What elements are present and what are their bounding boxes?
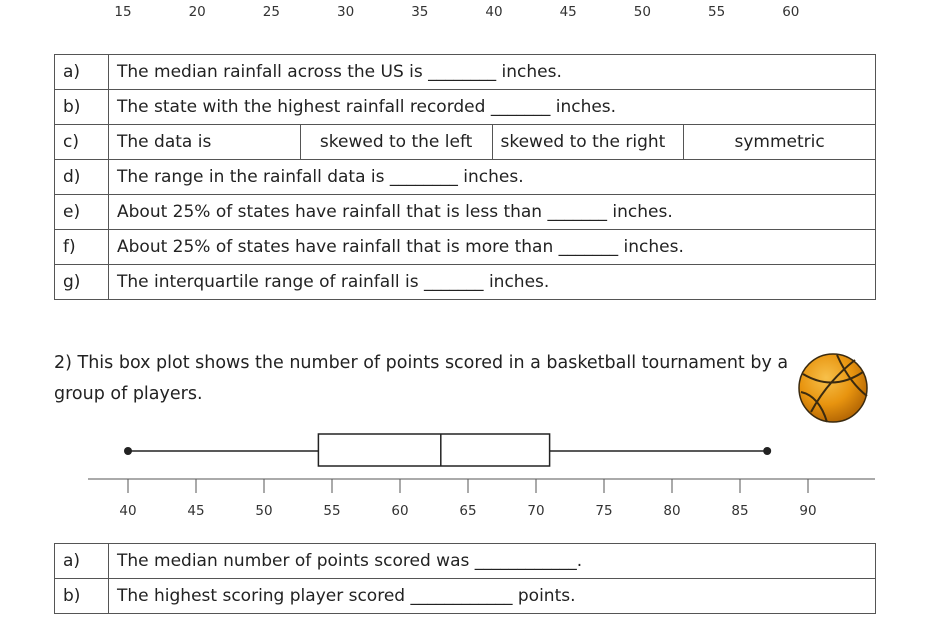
tick-label: 80 bbox=[663, 503, 680, 519]
tick-label: 55 bbox=[708, 4, 726, 20]
row-question: About 25% of states have rainfall that i… bbox=[108, 229, 876, 265]
row-letter: c) bbox=[54, 124, 109, 160]
row-question: The range in the rainfall data is ______… bbox=[108, 159, 876, 195]
tick-label: 35 bbox=[411, 4, 429, 20]
tick-label: 90 bbox=[799, 503, 816, 519]
tick-label: 50 bbox=[255, 503, 272, 519]
row-question: About 25% of states have rainfall that i… bbox=[108, 194, 876, 230]
tick-label: 40 bbox=[119, 503, 136, 519]
tick-label: 20 bbox=[188, 4, 206, 20]
row-question: The state with the highest rainfall reco… bbox=[108, 89, 876, 125]
rainfall-questions-table: a) The median rainfall across the US is … bbox=[54, 54, 876, 300]
row-question: The highest scoring player scored ______… bbox=[108, 578, 876, 614]
tick-label: 65 bbox=[459, 503, 476, 519]
points-box-plot: 40 45 50 55 60 65 70 75 80 85 90 bbox=[88, 433, 875, 519]
tick-label: 50 bbox=[633, 4, 651, 20]
minimum-point bbox=[124, 447, 132, 455]
table-row: b) The highest scoring player scored ___… bbox=[54, 578, 876, 614]
question-2-text: 2) This box plot shows the number of poi… bbox=[54, 348, 794, 410]
option-skewed-right[interactable]: skewed to the right bbox=[491, 124, 685, 160]
tick-label: 40 bbox=[485, 4, 503, 20]
tick-label: 25 bbox=[262, 4, 280, 20]
option-symmetric[interactable]: symmetric bbox=[683, 124, 876, 160]
row-question: The interquartile range of rainfall is _… bbox=[108, 264, 876, 300]
row-letter: g) bbox=[54, 264, 109, 300]
tick-label: 45 bbox=[187, 503, 204, 519]
row-letter: a) bbox=[54, 54, 109, 90]
tick-label: 75 bbox=[595, 503, 612, 519]
table-row: d) The range in the rainfall data is ___… bbox=[54, 159, 876, 195]
row-letter: d) bbox=[54, 159, 109, 195]
table-row: a) The median number of points scored wa… bbox=[54, 543, 876, 579]
option-skewed-left[interactable]: skewed to the left bbox=[299, 124, 493, 160]
row-question: The median number of points scored was _… bbox=[108, 543, 876, 579]
question-2-line-2: group of players. bbox=[54, 384, 203, 404]
table-row: f) About 25% of states have rainfall tha… bbox=[54, 229, 876, 265]
row-question: The data is bbox=[108, 124, 301, 160]
tick-label: 30 bbox=[337, 4, 355, 20]
tick-label: 70 bbox=[527, 503, 544, 519]
rainfall-axis: 15 20 25 30 35 40 45 50 55 60 bbox=[0, 0, 930, 30]
table-row: a) The median rainfall across the US is … bbox=[54, 54, 876, 90]
tick-label: 60 bbox=[391, 503, 408, 519]
table-row: b) The state with the highest rainfall r… bbox=[54, 89, 876, 125]
row-question: The median rainfall across the US is ___… bbox=[108, 54, 876, 90]
points-questions-table: a) The median number of points scored wa… bbox=[54, 543, 876, 614]
row-letter: b) bbox=[54, 578, 109, 614]
tick-label: 15 bbox=[114, 4, 132, 20]
row-letter: b) bbox=[54, 89, 109, 125]
table-row: g) The interquartile range of rainfall i… bbox=[54, 264, 876, 300]
row-letter: e) bbox=[54, 194, 109, 230]
maximum-point bbox=[763, 447, 772, 455]
basketball-icon bbox=[798, 353, 868, 423]
row-letter: a) bbox=[54, 543, 109, 579]
question-2-line-1: 2) This box plot shows the number of poi… bbox=[54, 353, 789, 373]
table-row: c) The data is skewed to the left skewed… bbox=[54, 124, 876, 160]
tick-label: 45 bbox=[559, 4, 577, 20]
interquartile-box bbox=[317, 433, 551, 467]
table-row: e) About 25% of states have rainfall tha… bbox=[54, 194, 876, 230]
tick-label: 55 bbox=[323, 503, 340, 519]
tick-label: 60 bbox=[782, 4, 800, 20]
tick-label: 85 bbox=[731, 503, 748, 519]
row-letter: f) bbox=[54, 229, 109, 265]
